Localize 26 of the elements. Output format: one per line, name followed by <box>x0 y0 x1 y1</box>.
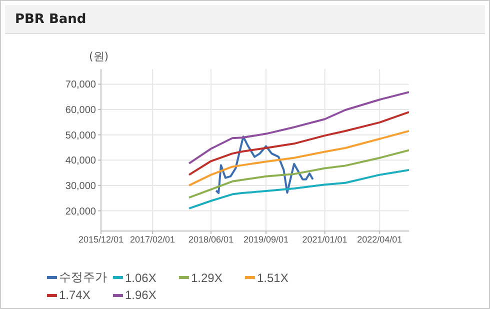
legend-label: 1.06X <box>125 270 156 284</box>
legend-label: 1.29X <box>191 270 222 284</box>
line-series <box>188 168 409 210</box>
y-tick-label: 70,000 <box>65 80 96 91</box>
line-series <box>188 130 409 186</box>
line-series <box>215 136 314 194</box>
y-axis-title: (원) <box>89 49 109 64</box>
line-series <box>188 111 409 176</box>
x-tick-label: 2019/09/01 <box>244 234 289 244</box>
y-tick-label: 20,000 <box>65 206 96 218</box>
x-tick-label: 2018/06/01 <box>188 234 234 244</box>
chart-title: PBR Band <box>15 12 86 26</box>
x-tick-label: 2022/04/01 <box>357 234 402 244</box>
legend-label: 수정주가 <box>59 269 107 286</box>
x-tick-label: 2017/02/01 <box>130 234 176 244</box>
line-series <box>188 149 409 199</box>
y-tick-label: 40,000 <box>65 156 96 167</box>
y-tick-label: 60,000 <box>65 105 96 116</box>
line-series <box>188 91 409 164</box>
y-tick-label: 30,000 <box>65 180 96 192</box>
legend-label: 1.96X <box>125 288 156 302</box>
x-tick-label: 2021/01/01 <box>302 234 348 244</box>
y-tick-label: 50,000 <box>65 130 96 142</box>
legend-label: 1.74X <box>59 288 90 302</box>
x-tick-label: 2015/12/01 <box>78 234 124 244</box>
legend-label: 1.51X <box>257 270 288 284</box>
